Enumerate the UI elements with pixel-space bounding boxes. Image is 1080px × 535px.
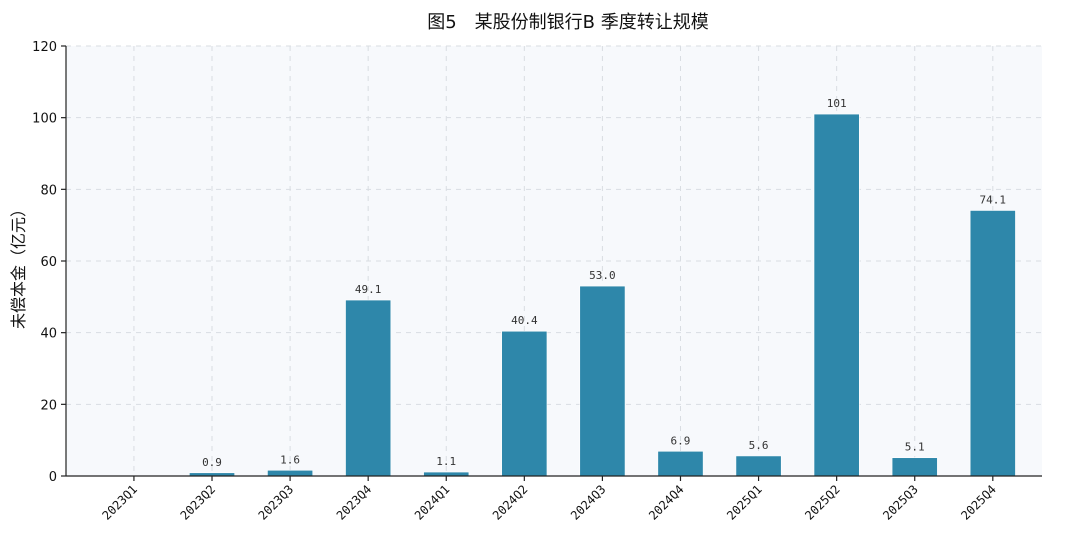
y-axis-label: 未偿本金（亿元） (9, 201, 28, 329)
bar (891, 457, 938, 477)
data-label: 53.0 (589, 269, 616, 282)
data-label: 101 (827, 97, 847, 110)
data-label: 49.1 (355, 283, 382, 296)
x-tick-label: 2023Q4 (334, 482, 375, 523)
y-axis-ticks: 0 20 40 60 80 100 120 (32, 40, 66, 485)
y-tick-label: 60 (40, 255, 57, 270)
bar (501, 330, 548, 477)
bar (969, 210, 1016, 477)
x-tick-label: 2023Q3 (256, 482, 297, 523)
bar (657, 450, 704, 477)
bar (735, 455, 782, 477)
data-label: 0.9 (202, 456, 222, 469)
data-label: 40.4 (511, 314, 538, 327)
chart-title: 图5 某股份制银行B 季度转让规模 (427, 12, 709, 33)
x-tick-label: 2024Q2 (490, 482, 531, 523)
y-tick-label: 100 (32, 112, 57, 127)
x-axis-ticks: 2023Q1 2023Q2 2023Q3 2023Q4 2024Q1 2024Q2 2024… (99, 476, 999, 523)
data-label: 1.6 (280, 453, 300, 466)
bar (267, 469, 314, 477)
x-tick-label: 2025Q3 (880, 482, 921, 523)
bars (189, 113, 1016, 477)
data-label: 6.9 (671, 434, 691, 447)
data-labels: 0.9 1.6 49.1 1.1 40.4 53.0 6.9 5.6 101 5.1 74.1 (202, 97, 1006, 469)
data-label: 5.6 (749, 439, 769, 452)
x-tick-label: 2025Q1 (724, 482, 765, 523)
x-tick-label: 2024Q1 (412, 482, 453, 523)
y-tick-label: 120 (32, 40, 57, 55)
bar (813, 113, 860, 477)
data-label: 5.1 (905, 441, 925, 454)
x-tick-label: 2023Q2 (178, 482, 219, 523)
x-tick-label: 2023Q1 (99, 482, 140, 523)
x-tick-label: 2025Q4 (958, 482, 999, 523)
x-tick-label: 2025Q2 (802, 482, 843, 523)
y-tick-label: 40 (40, 327, 57, 342)
data-label: 1.1 (436, 455, 456, 468)
bar (579, 285, 626, 477)
y-tick-label: 80 (40, 183, 57, 198)
y-tick-label: 0 (49, 470, 57, 485)
y-tick-label: 20 (40, 398, 57, 413)
data-label: 74.1 (980, 193, 1007, 206)
x-tick-label: 2024Q4 (646, 482, 687, 523)
bar (345, 299, 392, 477)
x-tick-label: 2024Q3 (568, 482, 609, 523)
